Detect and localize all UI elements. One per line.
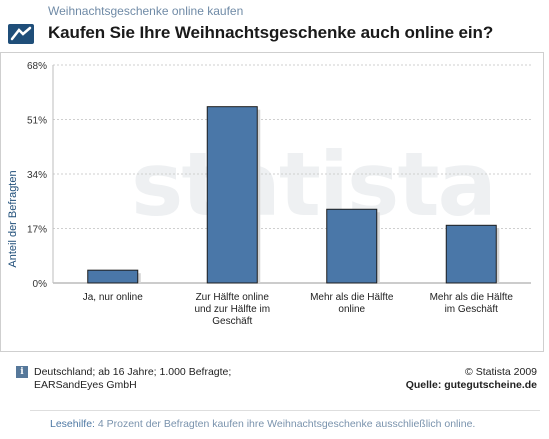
bar-chart: 0% 17% 34% 51% 68% Ja, nur online Zur Hälfte o…	[27, 61, 531, 327]
source-text[interactable]: Quelle: gutegutscheine.de	[405, 379, 537, 391]
bar	[206, 106, 258, 284]
x-tick-label: Geschäft	[212, 316, 252, 327]
y-tick-label: 34%	[27, 170, 47, 181]
chart-area: statista 0% 17% 34% 51% 68% Ja, nur online Zur…	[0, 52, 544, 352]
y-tick-label: 0%	[33, 279, 48, 290]
reading-aid: Lesehilfe: 4 Prozent der Befragten kaufe…	[50, 418, 475, 430]
bar	[445, 224, 497, 284]
survey-note-line2: EARSandEyes GmbH	[34, 379, 137, 391]
x-tick-label: im Geschäft	[445, 304, 499, 315]
y-tick-label: 17%	[27, 225, 47, 236]
x-tick-label: Mehr als die Hälfte	[310, 292, 394, 303]
chart-title: Kaufen Sie Ihre Weihnachtsgeschenke auch…	[48, 23, 494, 42]
reading-aid-text: 4 Prozent der Befragten kaufen ihre Weih…	[97, 418, 476, 430]
statista-watermark: statista	[131, 133, 497, 236]
y-tick-label: 68%	[27, 61, 47, 72]
copyright-block: © Statista 2009 Quelle: gutegutscheine.d…	[406, 366, 537, 392]
bar	[326, 208, 378, 284]
x-tick-label: Mehr als die Hälfte	[430, 292, 514, 303]
info-icon[interactable]: i	[16, 366, 28, 378]
y-axis-label: Anteil der Befragten	[7, 170, 19, 268]
copyright-text: © Statista 2009	[465, 366, 537, 378]
survey-note: Deutschland; ab 16 Jahre; 1.000 Befragte…	[34, 366, 231, 392]
reading-aid-label: Lesehilfe:	[50, 418, 95, 430]
statista-logo-icon	[8, 24, 34, 44]
x-tick-label: und zur Hälfte im	[194, 304, 270, 315]
y-tick-label: 51%	[27, 116, 47, 127]
x-tick-label: online	[338, 304, 365, 315]
bar	[87, 269, 139, 284]
survey-note-line1: Deutschland; ab 16 Jahre; 1.000 Befragte…	[34, 366, 232, 378]
footer-divider	[30, 410, 540, 411]
x-tick-label: Zur Hälfte online	[196, 292, 270, 303]
x-tick-label: Ja, nur online	[83, 292, 143, 303]
chart-kicker: Weihnachtsgeschenke online kaufen	[48, 4, 244, 18]
